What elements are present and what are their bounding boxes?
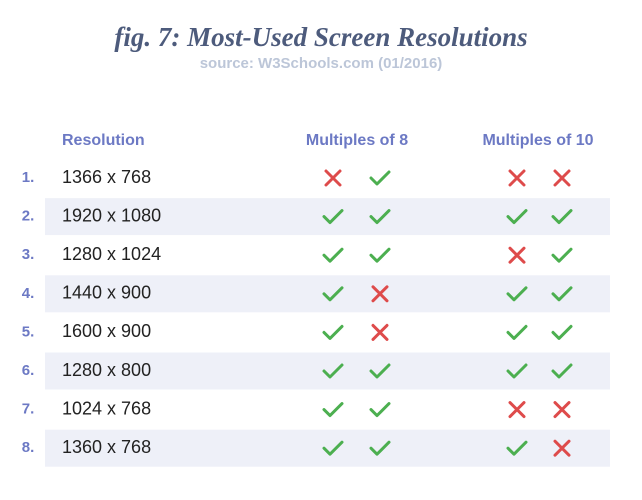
rank: 5. bbox=[22, 323, 35, 340]
cross-icon bbox=[553, 401, 571, 419]
rank: 6. bbox=[22, 362, 35, 379]
check-icon bbox=[551, 324, 573, 340]
resolution: 1360 x 768 bbox=[62, 437, 151, 457]
check-icon bbox=[322, 440, 344, 456]
column-header: Resolution bbox=[62, 132, 145, 149]
rank: 8. bbox=[22, 439, 35, 456]
check-icon bbox=[551, 286, 573, 302]
resolution: 1366 x 768 bbox=[62, 167, 151, 187]
resolution: 1920 x 1080 bbox=[62, 205, 161, 225]
check-icon bbox=[506, 209, 528, 225]
check-icon bbox=[369, 209, 391, 225]
check-icon bbox=[322, 247, 344, 263]
resolution: 1440 x 900 bbox=[62, 283, 151, 303]
source: source: W3Schools.com (01/2016) bbox=[200, 55, 443, 72]
cross-icon bbox=[324, 169, 342, 187]
check-icon bbox=[369, 170, 391, 186]
check-icon bbox=[506, 363, 528, 379]
check-icon bbox=[551, 363, 573, 379]
resolution: 1024 x 768 bbox=[62, 398, 151, 418]
check-icon bbox=[369, 402, 391, 418]
rank: 7. bbox=[22, 401, 35, 418]
resolution: 1280 x 1024 bbox=[62, 244, 161, 264]
rank: 2. bbox=[22, 208, 35, 225]
check-icon bbox=[506, 286, 528, 302]
row-background bbox=[45, 198, 610, 236]
check-icon bbox=[322, 286, 344, 302]
resolution: 1280 x 800 bbox=[62, 360, 151, 380]
check-icon bbox=[551, 209, 573, 225]
title: fig. 7: Most-Used Screen Resolutions bbox=[114, 22, 527, 52]
cross-icon bbox=[508, 169, 526, 187]
cross-icon bbox=[508, 246, 526, 264]
check-icon bbox=[322, 209, 344, 225]
row-background bbox=[45, 429, 610, 467]
cross-icon bbox=[508, 401, 526, 419]
rank: 3. bbox=[22, 246, 35, 263]
check-icon bbox=[506, 324, 528, 340]
check-icon bbox=[369, 440, 391, 456]
cross-icon bbox=[553, 169, 571, 187]
check-icon bbox=[322, 324, 344, 340]
check-icon bbox=[369, 363, 391, 379]
resolution: 1600 x 900 bbox=[62, 321, 151, 341]
check-icon bbox=[322, 402, 344, 418]
check-icon bbox=[506, 440, 528, 456]
cross-icon bbox=[371, 285, 389, 303]
column-header: Multiples of 8 bbox=[306, 132, 408, 149]
row-background bbox=[45, 275, 610, 313]
row-background bbox=[45, 352, 610, 390]
rank: 1. bbox=[22, 169, 35, 186]
check-icon bbox=[551, 247, 573, 263]
rank: 4. bbox=[22, 285, 35, 302]
cross-icon bbox=[371, 323, 389, 341]
cross-icon bbox=[553, 439, 571, 457]
check-icon bbox=[322, 363, 344, 379]
check-icon bbox=[369, 247, 391, 263]
column-header: Multiples of 10 bbox=[482, 132, 593, 149]
